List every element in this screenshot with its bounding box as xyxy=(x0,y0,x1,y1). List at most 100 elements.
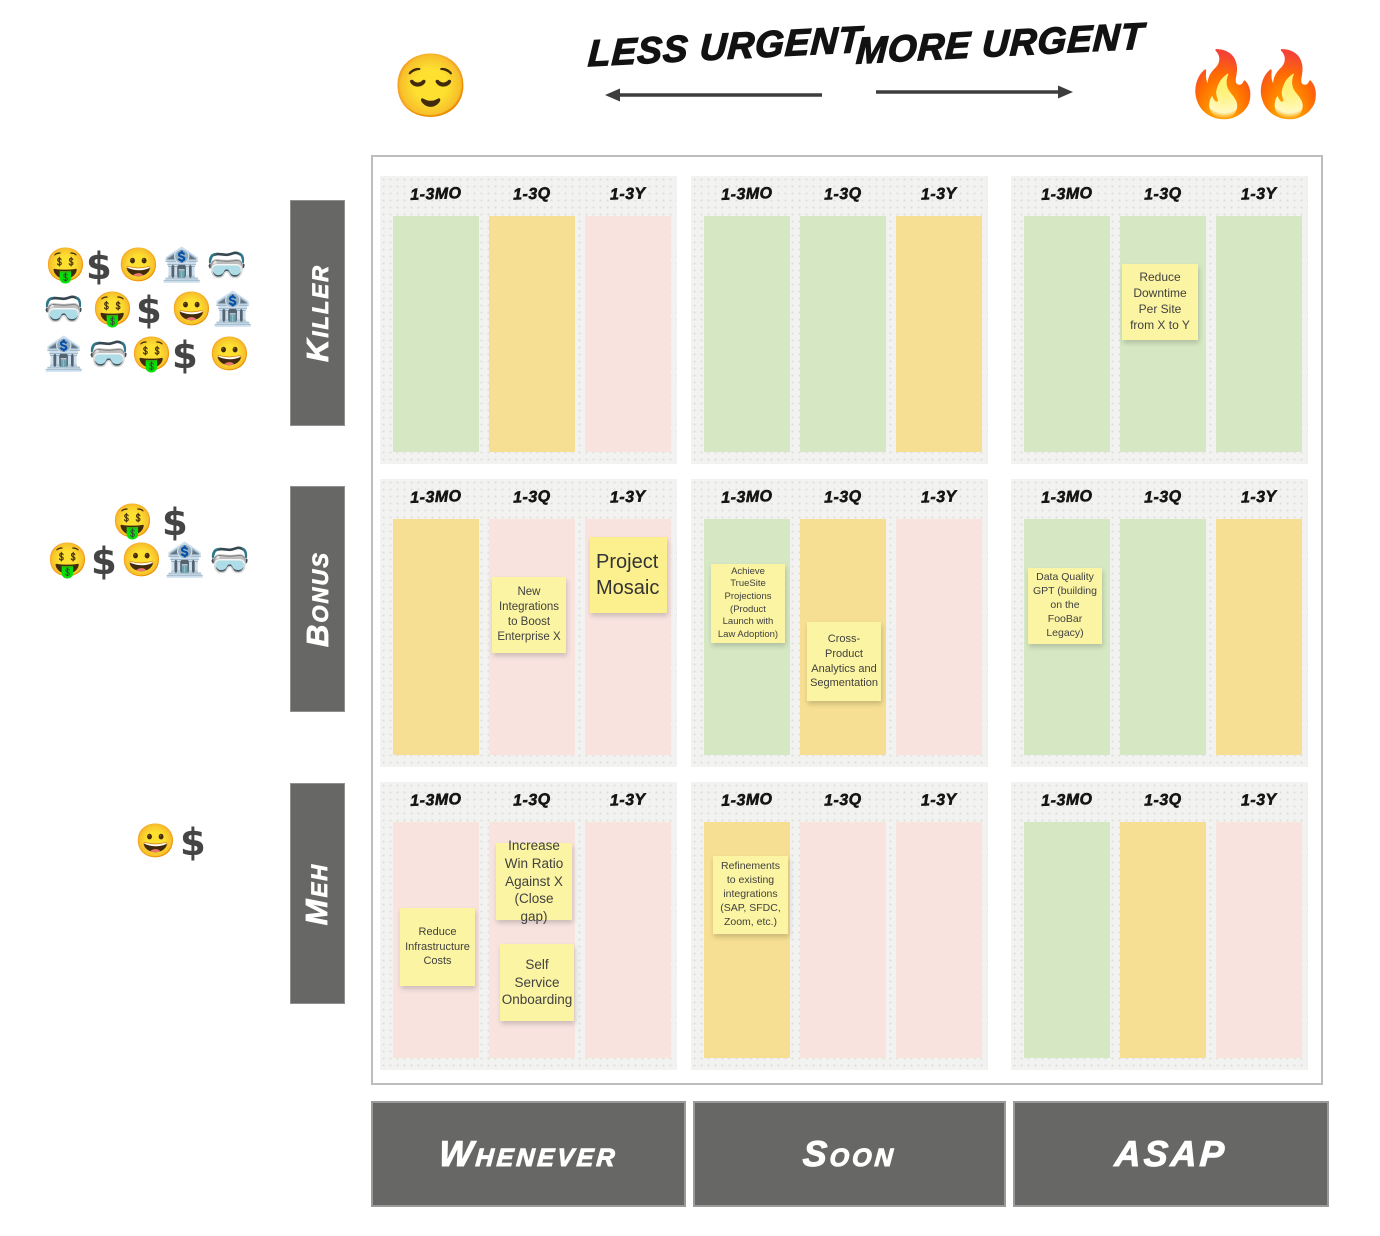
dollar-sign-icon[interactable]: $ xyxy=(136,289,162,332)
lane-killer-soon-1-3mo[interactable] xyxy=(704,216,790,452)
bank-emoji[interactable]: 🏦 xyxy=(164,541,206,578)
grinning-emoji[interactable]: 😀 xyxy=(135,822,177,859)
timeframe-label: 1-3Q xyxy=(1143,185,1182,204)
timeframe-label: 1-3MO xyxy=(720,488,774,507)
lane-killer-soon-1-3y[interactable] xyxy=(896,216,982,452)
lane-killer-asap-1-3mo[interactable] xyxy=(1024,216,1110,452)
row-label-meh[interactable]: Meh xyxy=(290,783,345,1004)
lane-bonus-soon-1-3y[interactable] xyxy=(896,519,982,755)
lane-killer-asap-1-3y[interactable] xyxy=(1216,216,1302,452)
dollar-sign-icon[interactable]: $ xyxy=(91,540,117,583)
bank-emoji[interactable]: 🏦 xyxy=(212,290,254,327)
timeframe-label: 1-3Y xyxy=(609,791,647,810)
lane-killer-whenever-1-3q[interactable] xyxy=(489,216,575,452)
cell-bonus-asap: 1-3MO 1-3Q 1-3Y xyxy=(1011,479,1308,767)
timeframe-label: 1-3Q xyxy=(823,488,862,507)
sticky-note-new-integrations[interactable]: New Integrations to Boost Enterprise X xyxy=(492,577,566,653)
less-urgent-label: LESS URGENT xyxy=(586,18,864,75)
column-label-text: Soon xyxy=(801,1133,898,1175)
timeframe-label: 1-3MO xyxy=(1040,791,1094,810)
dollar-sign-icon[interactable]: $ xyxy=(86,245,112,288)
column-label-text: Whenever xyxy=(437,1133,620,1175)
dollar-sign-icon[interactable]: $ xyxy=(180,821,206,864)
timeframe-label: 1-3MO xyxy=(409,185,463,204)
column-label-whenever[interactable]: Whenever xyxy=(371,1101,686,1207)
grinning-emoji[interactable]: 😀 xyxy=(121,541,163,578)
timeframe-label: 1-3Y xyxy=(1240,488,1278,507)
more-urgent-label: MORE URGENT xyxy=(854,15,1146,73)
sticky-note-data-quality-gpt[interactable]: Data Quality GPT (building on the FooBar… xyxy=(1028,568,1102,644)
bank-emoji[interactable]: 🏦 xyxy=(161,246,203,283)
timeframe-label: 1-3Q xyxy=(512,791,551,810)
dollar-sign-icon[interactable]: $ xyxy=(172,334,198,377)
timeframe-label: 1-3Y xyxy=(609,185,647,204)
timeframe-label: 1-3Y xyxy=(1240,791,1278,810)
fire-emoji[interactable]: 🔥🔥 xyxy=(1183,48,1328,120)
bank-emoji[interactable]: 🏦 xyxy=(43,335,85,372)
sticky-note-project-mosaic[interactable]: Project Mosaic xyxy=(590,537,667,613)
cell-killer-whenever: 1-3MO 1-3Q 1-3Y xyxy=(380,176,677,464)
sticky-note-reduce-downtime[interactable]: Reduce Downtime Per Site from X to Y xyxy=(1122,264,1198,340)
sticky-note-reduce-infrastructure[interactable]: Reduce Infrastructure Costs xyxy=(400,908,475,986)
goggles-emoji[interactable]: 🥽 xyxy=(209,541,251,578)
lane-meh-asap-1-3q[interactable] xyxy=(1120,822,1206,1058)
lane-meh-asap-1-3y[interactable] xyxy=(1216,822,1302,1058)
sticky-note-achieve-truesite[interactable]: Achieve TrueSite Projections (Product La… xyxy=(711,564,785,643)
timeframe-label: 1-3MO xyxy=(1040,185,1094,204)
money-mouth-emoji[interactable]: 🤑 xyxy=(92,290,134,327)
less-urgent-arrow-icon xyxy=(605,88,822,102)
lane-meh-whenever-1-3y[interactable] xyxy=(585,822,671,1058)
lane-bonus-whenever-1-3mo[interactable] xyxy=(393,519,479,755)
timeframe-label: 1-3MO xyxy=(409,488,463,507)
timeframe-label: 1-3Y xyxy=(609,488,647,507)
dollar-sign-icon[interactable]: $ xyxy=(162,501,188,544)
timeframe-label: 1-3Q xyxy=(512,185,551,204)
timeframe-label: 1-3Y xyxy=(920,791,958,810)
relieved-emoji[interactable]: 😌 xyxy=(392,52,470,121)
timeframe-label: 1-3Q xyxy=(1143,791,1182,810)
column-label-soon[interactable]: Soon xyxy=(693,1101,1006,1207)
timeframe-label: 1-3MO xyxy=(1040,488,1094,507)
timeframe-label: 1-3Y xyxy=(1240,185,1278,204)
lane-bonus-asap-1-3y[interactable] xyxy=(1216,519,1302,755)
timeframe-label: 1-3Q xyxy=(823,185,862,204)
column-label-text: ASAP xyxy=(1113,1133,1229,1175)
row-label-text: Meh xyxy=(299,862,335,925)
grinning-emoji[interactable]: 😀 xyxy=(118,246,160,283)
grinning-emoji[interactable]: 😀 xyxy=(171,290,213,327)
lane-killer-soon-1-3q[interactable] xyxy=(800,216,886,452)
goggles-emoji[interactable]: 🥽 xyxy=(206,246,248,283)
row-label-text: Bonus xyxy=(299,551,335,648)
sticky-note-refinements[interactable]: Refinements to existing integrations (SA… xyxy=(713,856,788,934)
row-label-killer[interactable]: Killer xyxy=(290,200,345,426)
timeframe-label: 1-3MO xyxy=(409,791,463,810)
lane-meh-asap-1-3mo[interactable] xyxy=(1024,822,1110,1058)
lane-bonus-asap-1-3q[interactable] xyxy=(1120,519,1206,755)
timeframe-label: 1-3MO xyxy=(720,791,774,810)
lane-meh-soon-1-3y[interactable] xyxy=(896,822,982,1058)
timeframe-label: 1-3Q xyxy=(823,791,862,810)
row-label-text: Killer xyxy=(299,264,335,363)
timeframe-label: 1-3Q xyxy=(512,488,551,507)
lane-killer-whenever-1-3mo[interactable] xyxy=(393,216,479,452)
money-mouth-emoji[interactable]: 🤑 xyxy=(112,502,154,539)
timeframe-label: 1-3Y xyxy=(920,488,958,507)
money-mouth-emoji[interactable]: 🤑 xyxy=(45,246,87,283)
cell-meh-asap: 1-3MO 1-3Q 1-3Y xyxy=(1011,782,1308,1070)
grinning-emoji[interactable]: 😀 xyxy=(209,335,251,372)
timeframe-label: 1-3MO xyxy=(720,185,774,204)
sticky-note-cross-product[interactable]: Cross-Product Analytics and Segmentation xyxy=(807,622,881,701)
lane-killer-whenever-1-3y[interactable] xyxy=(585,216,671,452)
money-mouth-emoji[interactable]: 🤑 xyxy=(47,541,89,578)
column-label-asap[interactable]: ASAP xyxy=(1013,1101,1329,1207)
row-label-bonus[interactable]: Bonus xyxy=(290,486,345,712)
money-mouth-emoji[interactable]: 🤑 xyxy=(131,335,173,372)
cell-killer-asap: 1-3MO 1-3Q 1-3Y xyxy=(1011,176,1308,464)
timeframe-label: 1-3Q xyxy=(1143,488,1182,507)
goggles-emoji[interactable]: 🥽 xyxy=(43,290,85,327)
sticky-note-self-service[interactable]: Self Service Onboarding xyxy=(500,944,574,1021)
lane-meh-soon-1-3q[interactable] xyxy=(800,822,886,1058)
timeframe-label: 1-3Y xyxy=(920,185,958,204)
sticky-note-increase-win-ratio[interactable]: Increase Win Ratio Against X (Close gap) xyxy=(496,838,572,924)
goggles-emoji[interactable]: 🥽 xyxy=(88,335,130,372)
